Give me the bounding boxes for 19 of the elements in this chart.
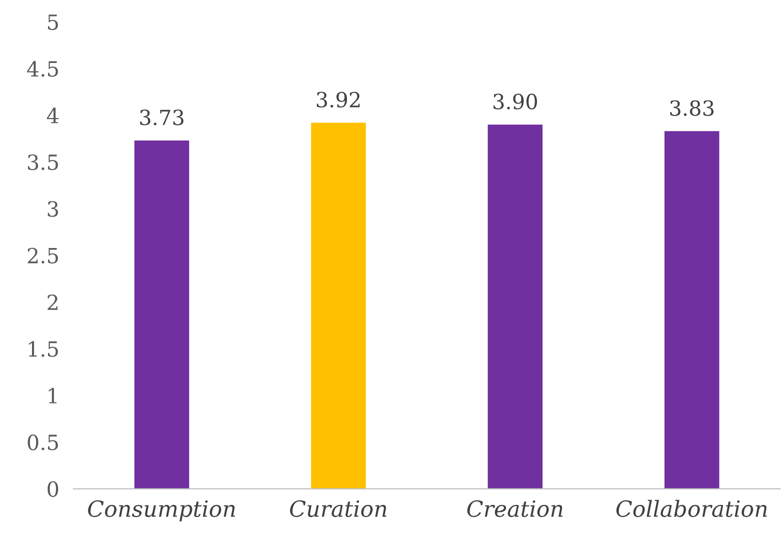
y-tick-label: 0	[48, 481, 58, 497]
y-tick-label: 4.5	[27, 60, 58, 77]
data-label: 3.73	[140, 110, 184, 126]
y-tick-label: 1.5	[28, 341, 58, 357]
y-tick-label: 3.5	[28, 154, 58, 170]
x-tick-label: Consumption	[88, 500, 235, 522]
data-label: 3.92	[316, 92, 360, 108]
y-tick-label: 1	[48, 388, 57, 404]
y-tick-label: 3	[48, 201, 58, 217]
data-label: 3.83	[670, 100, 714, 116]
x-tick-label: Creation	[467, 500, 562, 518]
x-tick-label: Curation	[290, 500, 386, 518]
y-tick-label: 2	[48, 294, 58, 310]
y-tick-label: 5	[48, 14, 58, 30]
y-tick-label: 0.5	[28, 434, 58, 450]
x-tick-label: Collaboration	[616, 500, 767, 518]
data-label: 3.90	[494, 94, 537, 110]
y-tick-label: 2.5	[28, 248, 58, 264]
y-tick-label: 4	[46, 108, 58, 124]
